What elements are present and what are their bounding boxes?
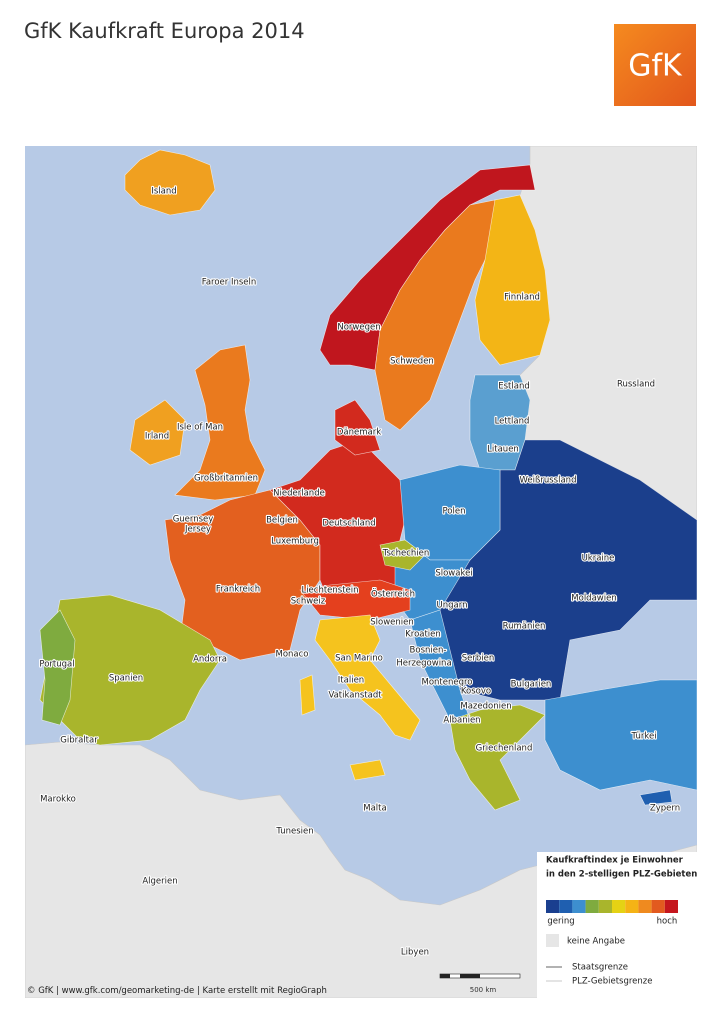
legend-swatch <box>651 900 665 913</box>
logo-text: GfK <box>628 49 683 84</box>
legend-state-border: Staatsgrenze <box>572 963 628 973</box>
legend-swatch <box>559 900 573 913</box>
map-label: Luxemburg <box>271 537 319 547</box>
legend-swatch <box>572 900 586 913</box>
map-label: Montenegro <box>421 678 472 688</box>
map-label: Vatikanstadt <box>328 691 382 701</box>
legend-low: gering <box>547 917 574 927</box>
map-label: Zypern <box>650 804 680 814</box>
map-label: Italien <box>338 676 364 686</box>
legend-swatch <box>546 900 560 913</box>
legend-plz-border: PLZ-Gebietsgrenze <box>572 977 653 987</box>
legend-no-data: keine Angabe <box>567 937 625 947</box>
map-label: Ukraine <box>582 554 615 564</box>
map-label: Bosnien- <box>410 646 447 656</box>
map-label: Algerien <box>142 877 177 887</box>
map-label: Slowenien <box>370 618 414 628</box>
map-label: Gibraltar <box>60 736 98 746</box>
map-label: Guernsey <box>173 515 214 525</box>
map-label: Liechtenstein <box>301 586 358 596</box>
map-labels: Island Faroer Inseln Norwegen Schweden Finnl… <box>38 185 681 958</box>
map-label: Finnland <box>504 293 540 303</box>
map-label: Estland <box>498 382 530 392</box>
map-label: Marokko <box>40 795 76 805</box>
map-label: Niederlande <box>273 489 325 499</box>
legend-swatch <box>625 900 639 913</box>
map-label: Herzegowina <box>396 659 451 669</box>
map-label: Belgien <box>266 516 298 526</box>
map-label: Österreich <box>371 589 415 600</box>
map-label: Malta <box>363 804 386 814</box>
legend-swatch <box>638 900 652 913</box>
legend: Kaufkraftindex je Einwohner in den 2-ste… <box>537 852 697 998</box>
map-label: Jersey <box>184 525 211 535</box>
legend-high: hoch <box>657 917 678 927</box>
legend-title: in den 2-stelligen PLZ-Gebieten <box>546 870 697 880</box>
legend-swatch <box>585 900 599 913</box>
map-label: Schweiz <box>291 597 326 607</box>
logo <box>614 24 696 106</box>
map-label: Kosovo <box>461 687 491 697</box>
map-label: Bulgarien <box>511 680 552 690</box>
map-label: Frankreich <box>216 585 260 595</box>
map-label: Lettland <box>495 417 530 427</box>
map-label: Island <box>151 187 176 197</box>
map-label: Rumänien <box>503 622 546 632</box>
no-data-swatch <box>546 934 559 947</box>
map-label: Isle of Man <box>177 423 223 433</box>
map-label: Litauen <box>487 445 519 455</box>
map-label: Großbritannien <box>194 474 258 484</box>
map-label: Spanien <box>109 674 143 684</box>
footer: © GfK | www.gfk.com/geomarketing-de | Ka… <box>27 986 327 996</box>
map-label: Russland <box>617 380 655 390</box>
map-label: Libyen <box>401 948 429 958</box>
map-label: Ungarn <box>437 601 468 611</box>
map-label: Weißrussland <box>520 476 577 486</box>
map-label: Tschechien <box>382 549 430 559</box>
legend-title: Kaufkraftindex je Einwohner <box>546 856 684 866</box>
map-label: Schweden <box>390 357 434 367</box>
map-label: Norwegen <box>337 323 380 333</box>
map-label: Serbien <box>462 654 495 664</box>
map-label: Mazedonien <box>460 702 511 712</box>
map-label: Polen <box>442 507 465 517</box>
map-label: Moldawien <box>571 594 616 604</box>
legend-box <box>537 852 697 998</box>
map-label: Griechenland <box>476 744 533 754</box>
scale-bar-label: 500 km <box>470 986 497 994</box>
legend-swatch <box>612 900 626 913</box>
map-label: Andorra <box>193 655 227 665</box>
map-label: Deutschland <box>322 519 375 529</box>
scale-bar: 500 km <box>439 973 521 994</box>
page-title: GfK Kaufkraft Europa 2014 <box>24 19 305 43</box>
map-label: Albanien <box>443 716 480 726</box>
map-label: Dänemark <box>337 428 381 438</box>
map-label: Portugal <box>39 660 74 670</box>
legend-scale <box>546 900 678 913</box>
map-label: San Marino <box>335 654 383 664</box>
map-label: Türkei <box>630 732 656 742</box>
map-label: Irland <box>145 432 169 442</box>
legend-swatch <box>664 900 678 913</box>
map-label: Slowakei <box>435 569 472 579</box>
legend-swatch <box>598 900 612 913</box>
map: Island Faroer Inseln Norwegen Schweden Finnl… <box>25 146 697 998</box>
map-label: Faroer Inseln <box>202 278 257 288</box>
map-label: Kroatien <box>405 630 441 640</box>
map-label: Monaco <box>275 650 308 660</box>
map-label: Tunesien <box>275 827 313 837</box>
